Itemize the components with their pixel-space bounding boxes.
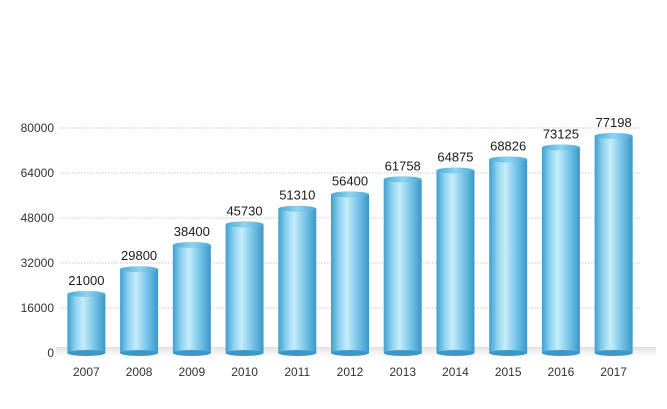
x-tick-label: 2014 [442, 365, 469, 379]
y-tick-label: 80000 [21, 121, 55, 135]
bar-base [172, 350, 211, 356]
bar [594, 135, 633, 353]
bar-base [489, 350, 528, 356]
bar-cap [120, 266, 159, 273]
data-label: 68826 [490, 138, 526, 153]
bar-base [120, 350, 159, 356]
bar [331, 194, 369, 353]
bar-base [225, 350, 264, 356]
bar [120, 269, 159, 353]
bar-base [541, 350, 580, 356]
data-label: 56400 [332, 173, 368, 188]
y-tick-label: 16000 [21, 301, 55, 315]
bar-cap [383, 176, 422, 183]
data-label: 64875 [437, 150, 473, 165]
bar [278, 208, 317, 353]
x-tick-label: 2017 [600, 365, 627, 379]
bar [383, 179, 422, 353]
bar-base [67, 350, 106, 356]
bar [67, 293, 106, 353]
bar-cap [225, 221, 264, 228]
data-label: 38400 [174, 224, 210, 239]
bar-cap [489, 156, 528, 163]
x-tick-label: 2013 [389, 365, 416, 379]
bar-cap [67, 290, 106, 297]
bar-cap [436, 167, 475, 174]
y-tick-label: 64000 [21, 166, 55, 180]
x-tick-label: 2007 [73, 365, 100, 379]
x-tick-label: 2012 [337, 365, 364, 379]
bar [489, 159, 528, 353]
bar-base [278, 350, 317, 356]
bar-base [436, 350, 475, 356]
bar-cap [278, 205, 317, 212]
bar-cap [172, 242, 211, 248]
data-label: 61758 [385, 158, 421, 173]
x-tick-label: 2009 [178, 365, 205, 379]
x-tick-label: 2015 [495, 365, 522, 379]
bar [436, 170, 475, 353]
y-tick-label: 0 [47, 346, 54, 360]
data-label: 45730 [226, 203, 262, 218]
data-label: 21000 [68, 273, 104, 288]
data-label: 77198 [596, 115, 632, 130]
y-tick-label: 32000 [21, 256, 55, 270]
x-tick-label: 2011 [284, 365, 310, 379]
y-tick-label: 48000 [21, 211, 55, 225]
x-tick-label: 2016 [548, 365, 575, 379]
x-tick-label: 2010 [231, 365, 258, 379]
bar-cap [331, 191, 369, 198]
bar-base [594, 350, 633, 356]
bar-cap [594, 132, 633, 139]
bar-base [331, 350, 369, 356]
data-label: 29800 [121, 248, 157, 263]
bar [172, 245, 211, 353]
bar [225, 224, 264, 353]
x-tick-label: 2008 [126, 365, 153, 379]
bar-cap [541, 144, 580, 151]
bar [541, 147, 580, 353]
data-label: 73125 [543, 126, 579, 141]
data-label: 51310 [279, 188, 315, 203]
bar-base [383, 350, 422, 356]
